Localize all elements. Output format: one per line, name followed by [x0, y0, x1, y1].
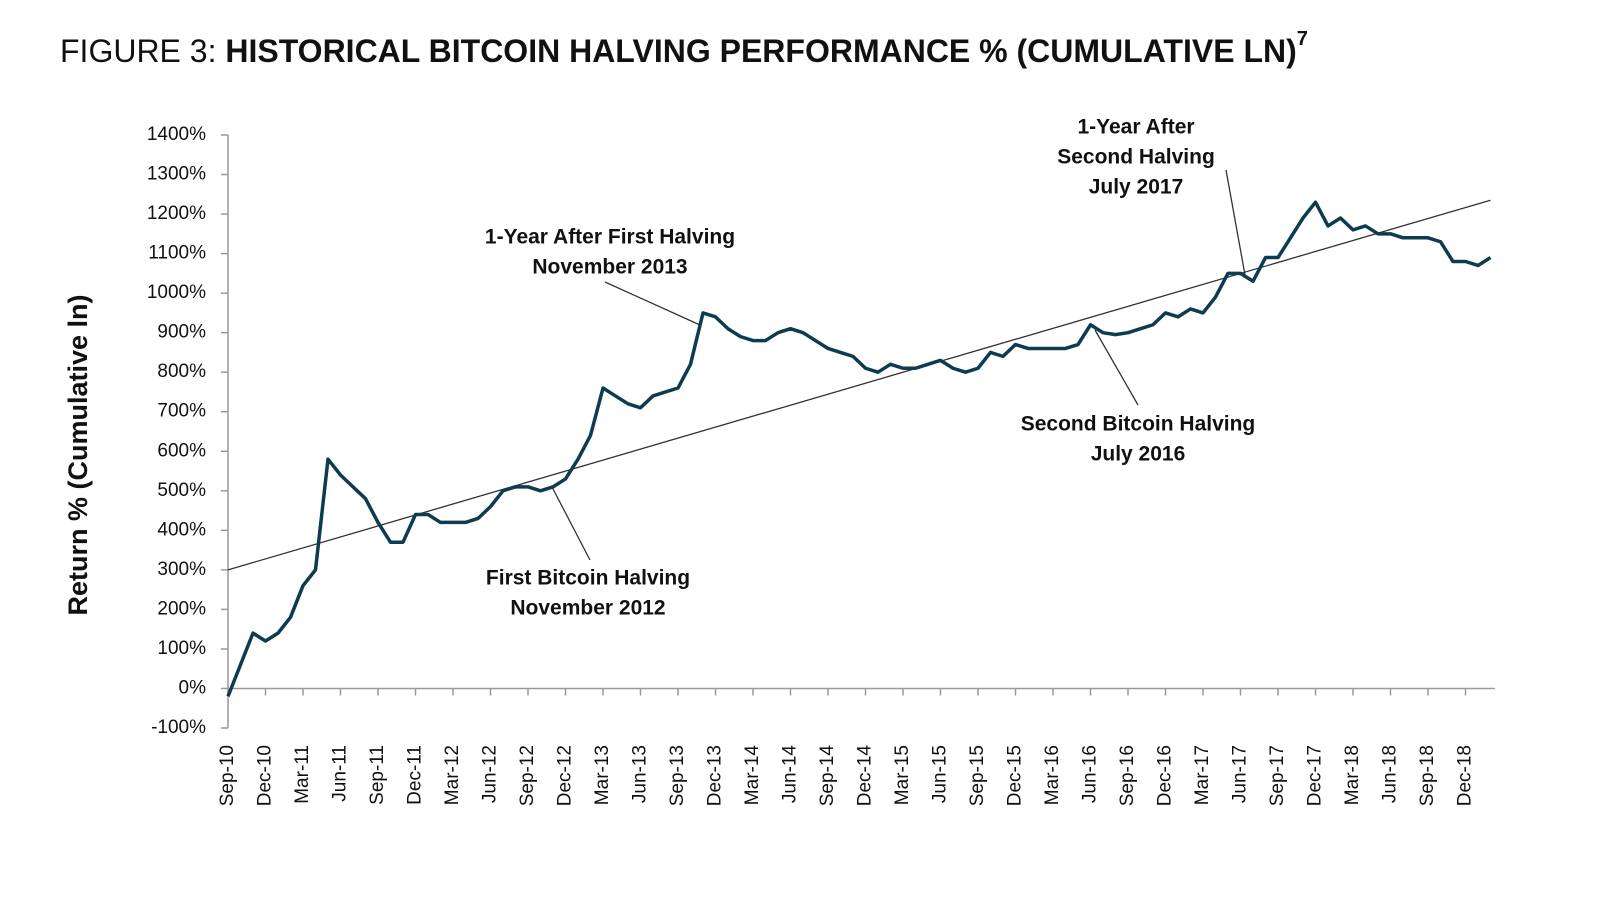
- series-line: [226, 200, 1492, 698]
- y-tick-label: 1000%: [147, 282, 206, 303]
- x-tick-label: Sep-14: [817, 745, 838, 807]
- y-axis-title: Return % (Cumulative ln): [63, 294, 93, 615]
- y-tick-label: 300%: [157, 559, 206, 580]
- x-tick-label: Sep-10: [217, 745, 238, 806]
- x-tick-label: Jun-16: [1080, 745, 1101, 803]
- annotation-text: July 2017: [1089, 176, 1184, 199]
- y-tick-label: 500%: [157, 480, 206, 501]
- x-tick-label: Dec-17: [1305, 745, 1326, 806]
- title-prefix: FIGURE 3:: [60, 33, 216, 69]
- annotation-text: 1-Year After First Halving: [485, 226, 735, 249]
- annotation-text: Second Bitcoin Halving: [1021, 413, 1256, 436]
- trend-line: [227, 199, 1491, 571]
- x-tick-label: Sep-11: [367, 745, 388, 805]
- x-tick-label: Mar-13: [592, 745, 613, 805]
- x-tick-label: Jun-17: [1230, 745, 1251, 803]
- chart-title: FIGURE 3: HISTORICAL BITCOIN HALVING PER…: [60, 28, 1308, 69]
- title-main: HISTORICAL BITCOIN HALVING PERFORMANCE %…: [225, 33, 1296, 69]
- annotation-text: Second Halving: [1057, 146, 1215, 169]
- annotation-arrow: [1094, 329, 1139, 406]
- x-tick-label: Sep-12: [517, 745, 538, 806]
- x-tick-label: Dec-16: [1155, 745, 1176, 806]
- x-tick-label: Dec-10: [255, 745, 276, 806]
- y-tick-label: 700%: [157, 401, 206, 422]
- y-tick-label: 1100%: [148, 243, 206, 264]
- x-tick-label: Sep-17: [1267, 745, 1288, 806]
- y-tick-label: 600%: [157, 440, 206, 461]
- x-tick-label: Jun-13: [630, 745, 651, 803]
- x-tick-label: Sep-13: [667, 745, 688, 806]
- x-tick-label: Dec-11: [405, 745, 426, 805]
- y-tick-label: 1400%: [147, 124, 206, 145]
- x-tick-label: Dec-15: [1005, 745, 1026, 806]
- x-tick-label: Dec-12: [555, 745, 576, 806]
- y-tick-label: 400%: [157, 519, 206, 540]
- x-tick-label: Mar-15: [892, 745, 913, 805]
- x-tick-label: Mar-12: [442, 745, 463, 805]
- y-tick-label: -100%: [151, 717, 206, 738]
- x-tick-label: Mar-17: [1192, 745, 1213, 805]
- x-tick-label: Jun-14: [780, 745, 801, 804]
- annotation-arrow: [1225, 169, 1246, 276]
- annotation-text: 1-Year After: [1077, 116, 1194, 139]
- y-tick-label: 1300%: [147, 164, 206, 185]
- annotation-text: November 2013: [532, 256, 687, 279]
- y-tick-label: 0%: [179, 677, 207, 698]
- annotation-arrow: [551, 486, 591, 561]
- x-tick-label: Dec-14: [855, 745, 876, 807]
- annotation-text: November 2012: [510, 597, 665, 620]
- x-tick-label: Mar-18: [1342, 745, 1363, 805]
- x-tick-label: Jun-18: [1380, 745, 1401, 803]
- x-tick-label: Dec-13: [705, 745, 726, 806]
- x-tick-label: Jun-15: [930, 745, 951, 803]
- x-tick-label: Mar-14: [742, 745, 763, 806]
- x-tick-label: Dec-18: [1455, 745, 1476, 806]
- annotation-arrow: [604, 281, 701, 326]
- x-tick-label: Mar-11: [292, 745, 313, 804]
- y-tick-label: 900%: [157, 322, 206, 343]
- x-tick-label: Sep-16: [1117, 745, 1138, 806]
- y-tick-label: 800%: [157, 361, 206, 382]
- x-tick-label: Sep-15: [967, 745, 988, 806]
- annotation-text: First Bitcoin Halving: [486, 567, 690, 590]
- y-tick-label: 1200%: [147, 203, 206, 224]
- y-tick-label: 200%: [157, 598, 206, 619]
- title-note: 7: [1297, 28, 1308, 50]
- x-tick-label: Mar-16: [1042, 745, 1063, 805]
- x-tick-label: Jun-12: [480, 745, 501, 803]
- annotation-text: July 2016: [1091, 443, 1186, 466]
- y-tick-label: 100%: [157, 638, 206, 659]
- x-tick-label: Sep-18: [1417, 745, 1438, 806]
- x-tick-label: Jun-11: [330, 745, 351, 802]
